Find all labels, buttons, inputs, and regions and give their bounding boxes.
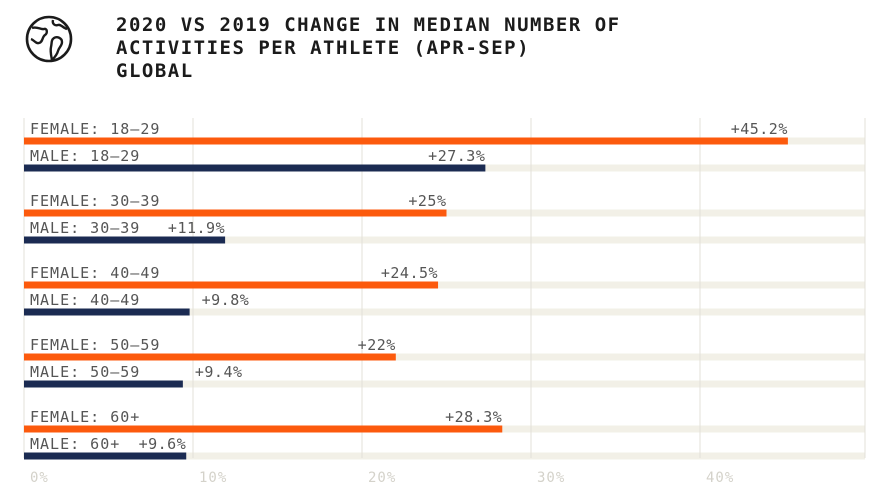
category-label: FEMALE: 18—29 [30, 120, 160, 138]
category-label: MALE: 40—49 [30, 291, 140, 309]
x-tick-label: 20% [368, 470, 396, 486]
category-label: MALE: 30—39 [30, 219, 140, 237]
bar-track [24, 452, 865, 460]
value-label: +9.4% [195, 363, 243, 381]
bar-female [24, 281, 439, 289]
x-tick-label: 0% [30, 470, 49, 486]
bar-female [24, 425, 503, 433]
bar-male [24, 308, 190, 316]
bar-track [24, 380, 865, 388]
category-label: FEMALE: 40—49 [30, 264, 160, 282]
value-label: +28.3% [445, 408, 502, 426]
bar-female [24, 353, 396, 361]
bar-female [24, 209, 447, 217]
chart-title: 2020 VS 2019 CHANGE IN MEDIAN NUMBER OF … [116, 14, 621, 83]
category-label: FEMALE: 50—59 [30, 336, 160, 354]
x-tick-label: 30% [537, 470, 565, 486]
value-label: +9.6% [139, 435, 187, 453]
bar-track [24, 281, 865, 289]
globe-icon [25, 15, 73, 63]
value-label: +22% [358, 336, 396, 354]
value-label: +25% [408, 192, 446, 210]
bar-male [24, 452, 187, 460]
value-label: +11.9% [168, 219, 225, 237]
value-label: +27.3% [428, 147, 485, 165]
bar-track [24, 353, 865, 361]
value-label: +45.2% [731, 120, 788, 138]
category-label: MALE: 50—59 [30, 363, 140, 381]
bar-female [24, 137, 788, 145]
bar-track [24, 308, 865, 316]
title-line-2: ACTIVITIES PER ATHLETE (APR-SEP) [116, 37, 531, 59]
bar-male [24, 380, 183, 388]
title-line-1: 2020 VS 2019 CHANGE IN MEDIAN NUMBER OF [116, 14, 621, 36]
value-label: +24.5% [381, 264, 438, 282]
bar-male [24, 164, 486, 172]
bar-male [24, 236, 226, 244]
bar-track [24, 236, 865, 244]
title-line-3: GLOBAL [116, 60, 194, 82]
category-label: FEMALE: 30—39 [30, 192, 160, 210]
x-tick-label: 10% [199, 470, 227, 486]
category-label: FEMALE: 60+ [30, 408, 140, 426]
category-label: MALE: 18—29 [30, 147, 140, 165]
category-label: MALE: 60+ [30, 435, 120, 453]
x-tick-label: 40% [706, 470, 734, 486]
value-label: +9.8% [202, 291, 250, 309]
